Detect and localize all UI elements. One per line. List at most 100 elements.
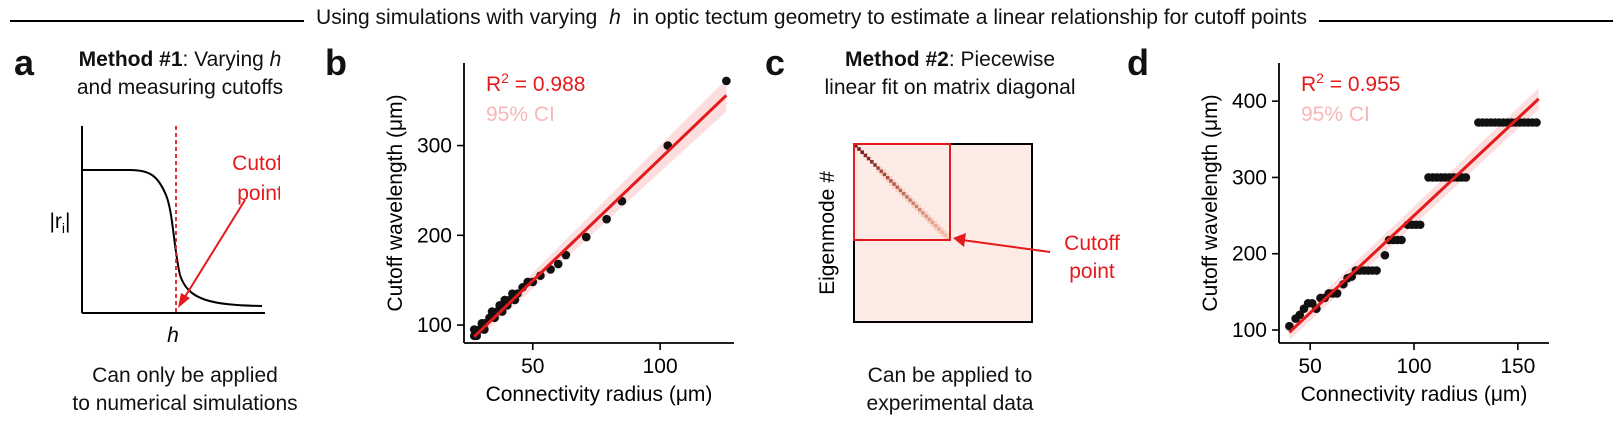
- off-diagonal-cell: [927, 220, 931, 224]
- off-diagonal-cell: [895, 188, 899, 192]
- diagonal-cell: [943, 233, 948, 238]
- off-diagonal-cell: [946, 233, 950, 237]
- off-diagonal-cell: [879, 172, 883, 176]
- off-diagonal-cell: [914, 201, 918, 205]
- off-diagonal-cell: [905, 192, 909, 196]
- y-tick-label: 400: [1232, 90, 1267, 113]
- cutoff-arrow-line: [182, 199, 246, 301]
- data-point: [602, 214, 611, 224]
- x-tick-label: 50: [521, 355, 544, 378]
- off-diagonal-cell: [940, 227, 944, 231]
- data-point: [1372, 266, 1381, 275]
- diagonal-cell: [876, 166, 880, 170]
- off-diagonal-cell: [902, 195, 906, 199]
- matrix-diagonal: [854, 144, 951, 241]
- off-diagonal-cell: [940, 233, 944, 237]
- cutoff-arrow-line-c: [961, 239, 1051, 253]
- r-squared-label: R2 = 0.955: [1301, 70, 1400, 96]
- off-diagonal-cell: [930, 224, 934, 228]
- x-axis-label: Connectivity radius (μm): [486, 383, 713, 406]
- panel-a-caption: Can only be applied to numerical simulati…: [72, 364, 298, 415]
- y-tick-label: 100: [417, 314, 452, 337]
- panel-letter-b: b: [325, 42, 347, 83]
- off-diagonal-cell: [924, 217, 928, 221]
- fit-line: [1288, 97, 1540, 334]
- off-diagonal-cell: [934, 220, 938, 224]
- y-tick-label: 300: [417, 135, 452, 158]
- off-diagonal-cell: [918, 204, 922, 208]
- off-diagonal-cell: [895, 182, 899, 186]
- off-diagonal-cell: [921, 208, 925, 212]
- off-diagonal-cell: [943, 230, 947, 234]
- y-tick-label: 300: [1232, 166, 1267, 189]
- off-diagonal-cell: [937, 230, 941, 234]
- panel-a-ylabel: |ri|: [49, 210, 70, 236]
- data-point: [1380, 250, 1390, 260]
- off-diagonal-cell: [914, 208, 918, 212]
- off-diagonal-cell: [924, 211, 928, 215]
- x-axis-label: Connectivity radius (μm): [1301, 383, 1528, 406]
- off-diagonal-cell: [911, 204, 915, 208]
- diagonal-cell: [908, 198, 912, 202]
- panel-a-xlabel: h: [167, 324, 179, 347]
- data-point: [1397, 235, 1406, 245]
- cutoff-box: [853, 143, 951, 241]
- cutoff-arrowhead: [178, 293, 190, 308]
- data-point: [1532, 118, 1541, 127]
- off-diagonal-cell: [876, 169, 880, 173]
- off-diagonal-cell: [918, 211, 922, 215]
- off-diagonal-cell: [927, 214, 931, 218]
- panel-d-chart: 50 100 150 100 200 300 400 Connectivity radius …: [1199, 63, 1549, 406]
- panel-c-title: Method #2: Piecewise linear fit on matri…: [824, 48, 1076, 99]
- off-diagonal-cell: [879, 166, 883, 170]
- diagonal-cell: [927, 217, 932, 222]
- y-tick-label: 100: [1232, 319, 1267, 342]
- sigmoid-curve: [82, 169, 263, 307]
- diagonal-cell: [857, 147, 861, 151]
- x-tick-label: 100: [1396, 355, 1431, 378]
- off-diagonal-cell: [911, 198, 915, 202]
- off-diagonal-cell: [930, 217, 934, 221]
- diagonal-cell: [860, 150, 864, 154]
- off-diagonal-cell: [898, 185, 902, 189]
- diagonal-cell: [892, 182, 896, 186]
- fit-line: [473, 94, 728, 338]
- diagonal-cell: [866, 156, 871, 161]
- off-diagonal-cell: [889, 182, 893, 186]
- diagonal-cell: [889, 179, 893, 183]
- data-point: [581, 232, 591, 242]
- ci-legend-label: 95% CI: [1301, 103, 1370, 126]
- panel-c-matrix: Cutoff point Eigenmode #: [816, 143, 1120, 323]
- diagonal-cell: [921, 211, 925, 215]
- off-diagonal-cell: [886, 179, 890, 183]
- off-diagonal-cell: [905, 198, 909, 202]
- data-point: [1295, 310, 1305, 320]
- diagonal-cell: [898, 188, 903, 193]
- diagonal-cell: [946, 236, 951, 241]
- off-diagonal-cell: [892, 179, 896, 183]
- diagonal-cell: [911, 201, 916, 206]
- y-axis-label: Cutoff wavelength (μm): [1199, 94, 1222, 311]
- diagonal-cell: [934, 224, 938, 228]
- panel-a-cutoff-label-2: point: [237, 182, 280, 205]
- figure-header: Using simulations with varying h in opti…: [0, 3, 1623, 33]
- data-point: [553, 259, 563, 269]
- diagonal-cell: [940, 230, 944, 234]
- diagonal-cell: [879, 169, 884, 174]
- diagonal-cell: [870, 160, 874, 164]
- off-diagonal-cell: [937, 224, 941, 228]
- panel-letter-a: a: [14, 42, 35, 83]
- y-tick-label: 200: [417, 224, 452, 247]
- diagonal-cell: [924, 214, 928, 218]
- off-diagonal-cell: [882, 176, 886, 180]
- off-diagonal-cell: [934, 227, 938, 231]
- diagonal-cell: [886, 176, 890, 180]
- panel-c-ylabel: Eigenmode #: [816, 171, 839, 295]
- cutoff-arrowhead-c: [953, 233, 966, 247]
- off-diagonal-cell: [908, 195, 912, 199]
- off-diagonal-cell: [921, 214, 925, 218]
- panel-a-schematic: |ri| h Cutoff point: [49, 126, 280, 347]
- panel-c-cutoff-label-2: point: [1069, 260, 1115, 283]
- off-diagonal-cell: [943, 236, 947, 240]
- figure-title: Using simulations with varying h in opti…: [0, 6, 1623, 30]
